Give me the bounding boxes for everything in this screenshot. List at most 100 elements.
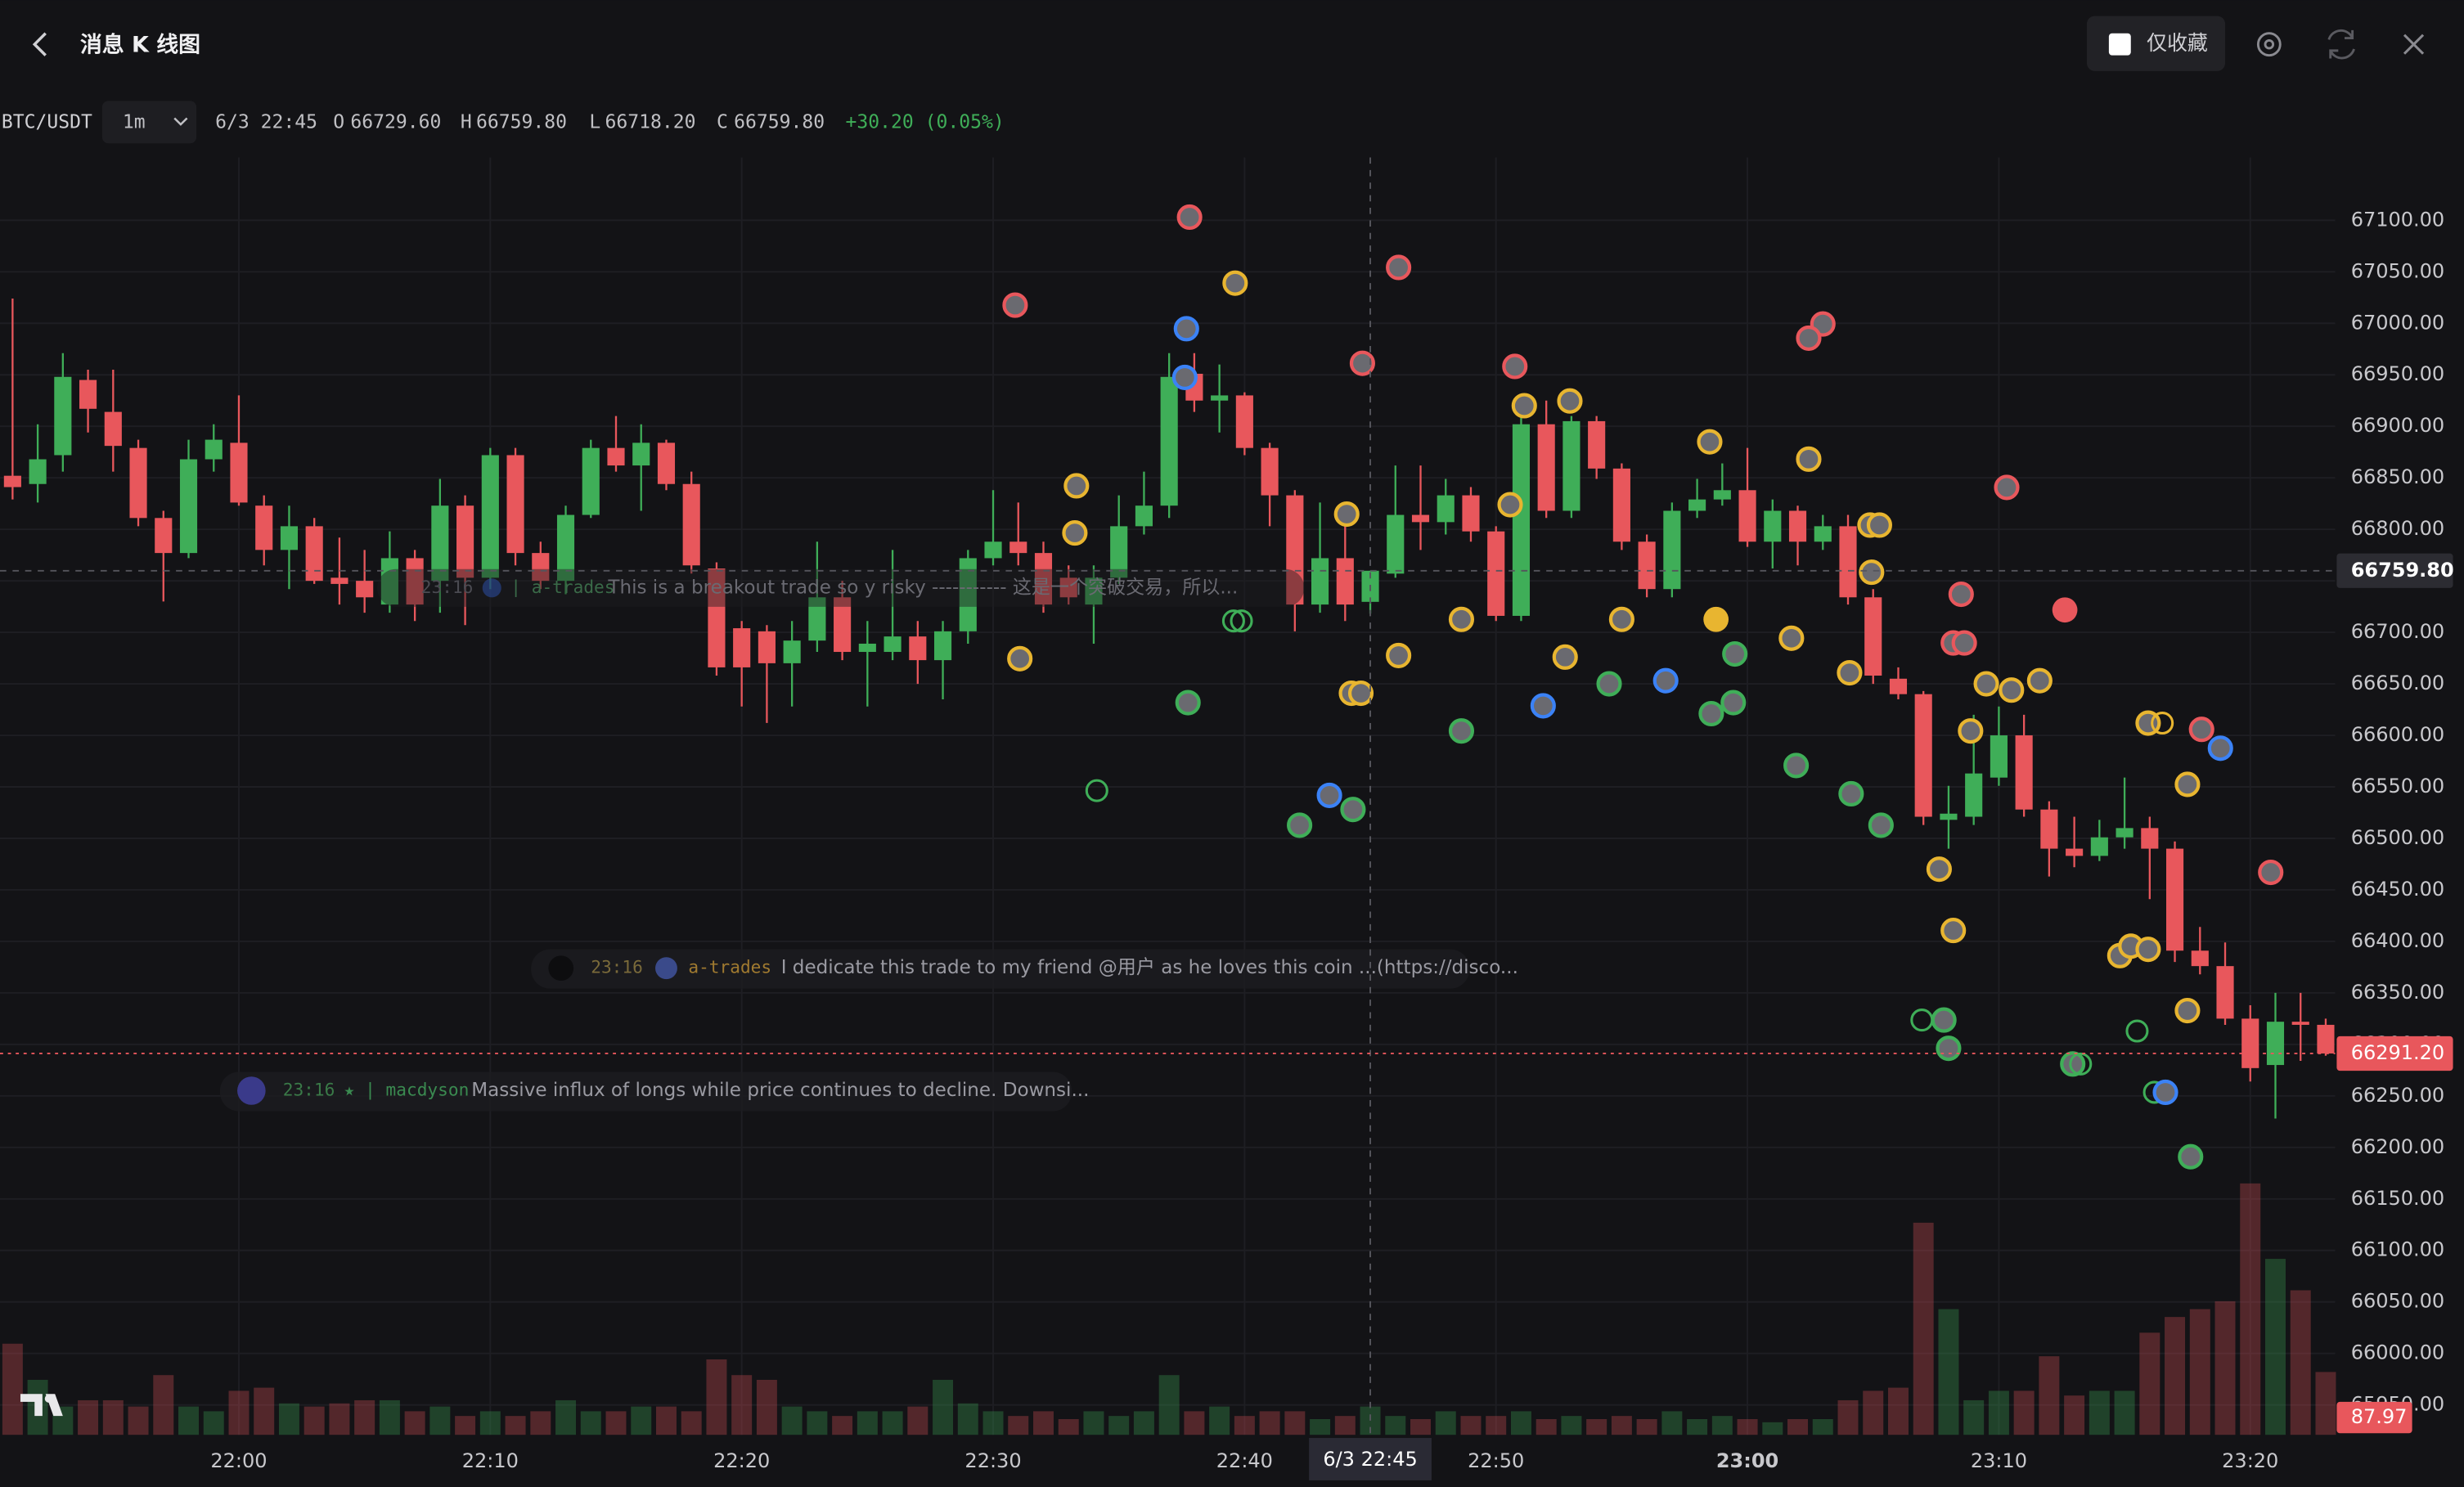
message-marker[interactable] [1340,797,1366,823]
message-marker[interactable] [1698,700,1724,727]
refresh-button[interactable] [2327,29,2355,60]
message-marker[interactable] [1926,856,1952,883]
message-marker[interactable] [1868,812,1894,838]
message-marker[interactable] [1596,671,1622,697]
message-marker[interactable] [2026,667,2053,694]
message-marker[interactable] [1386,642,1412,668]
candle-body [1864,597,1882,676]
message-marker[interactable] [2135,937,2161,963]
message-marker[interactable] [2125,1019,2149,1043]
message-marker[interactable] [1085,779,1108,802]
candle-body [1085,577,1103,605]
message-marker[interactable] [1931,1007,1957,1033]
message-marker[interactable] [1837,659,1863,686]
message-marker[interactable] [1349,350,1375,376]
message-marker[interactable] [1002,292,1028,318]
candle-body [179,459,198,554]
message-marker[interactable] [1062,520,1088,546]
message-marker[interactable] [1347,680,1374,707]
message-marker[interactable] [2178,1143,2204,1170]
message-marker[interactable] [2188,717,2214,743]
message-marker[interactable] [1720,690,1747,716]
message-marker[interactable] [2207,735,2233,761]
message-marker[interactable] [1608,606,1634,632]
message-bubble[interactable] [377,568,1305,607]
message-marker[interactable] [1973,671,1999,697]
message-marker[interactable] [2151,712,2174,735]
message-marker[interactable] [1703,606,1729,632]
volume-bar [1385,1416,1406,1435]
message-marker[interactable] [1951,630,1977,656]
message-marker[interactable] [1652,667,1679,694]
message-marker[interactable] [1448,606,1475,632]
message-marker[interactable] [1173,316,1199,342]
message-marker[interactable] [1386,254,1412,281]
message-marker[interactable] [1778,625,1805,651]
volume-bar [1284,1411,1306,1435]
message-marker[interactable] [1007,645,1033,672]
back-button[interactable] [32,32,47,56]
message-marker[interactable] [1994,474,2020,501]
message-bubble[interactable] [219,1071,1072,1112]
message-marker[interactable] [2069,1052,2093,1076]
message-marker[interactable] [1783,752,1810,779]
message-marker[interactable] [1722,640,1748,667]
message-marker[interactable] [1316,782,1342,808]
volume-bar [1008,1416,1029,1435]
message-marker[interactable] [1859,559,1885,586]
message-marker[interactable] [1222,270,1248,296]
message-marker[interactable] [1175,690,1201,716]
volume-pane [2,1183,2336,1435]
volume-bar [857,1411,878,1435]
message-marker[interactable] [1221,609,1245,633]
candle-body [708,568,726,667]
candle-body [1411,514,1430,523]
message-marker[interactable] [1697,429,1723,455]
candle-body [2040,809,2058,849]
message-marker[interactable] [1838,780,1864,807]
message-marker[interactable] [2152,1079,2178,1106]
message-marker[interactable] [1063,473,1090,499]
message-marker[interactable] [1502,353,1528,380]
close-button[interactable] [2403,34,2425,55]
message-marker[interactable] [1796,446,1822,472]
favorites-toggle[interactable] [2086,16,2226,71]
message-marker[interactable] [2052,597,2078,623]
message-marker[interactable] [1171,364,1198,390]
message-marker[interactable] [1796,325,1822,351]
message-marker[interactable] [2174,997,2201,1024]
y-tick-label: 66450.00 [2351,878,2445,901]
message-marker[interactable] [1497,492,1523,518]
candle-body [758,631,776,663]
message-marker[interactable] [1936,1036,1962,1062]
candle-body [431,505,449,582]
message-marker[interactable] [1999,677,2025,703]
volume-bar [2265,1259,2286,1435]
message-marker[interactable] [2060,1051,2086,1077]
message-marker[interactable] [1948,581,1974,608]
message-marker[interactable] [1530,693,1556,719]
message-marker[interactable] [1333,501,1360,528]
message-user: | a-trades [510,577,614,598]
message-marker[interactable] [1287,812,1313,838]
message-marker[interactable] [1176,204,1203,231]
checkbox[interactable] [2108,33,2131,56]
message-marker[interactable] [1230,609,1253,633]
volume-bar [655,1406,677,1435]
message-bubble[interactable] [531,949,1470,989]
x-tick-label: 22:40 [1216,1449,1273,1472]
message-marker[interactable] [1511,393,1537,419]
interval-select[interactable] [101,101,197,144]
message-marker[interactable] [1557,388,1583,414]
settings-button[interactable] [2256,32,2282,57]
message-marker[interactable] [1866,512,1892,538]
volume-bar [1510,1411,1531,1435]
message-marker[interactable] [1958,718,1984,744]
message-marker[interactable] [1448,718,1475,744]
message-marker[interactable] [1940,918,1967,944]
candle-body [582,447,600,515]
message-marker[interactable] [2258,859,2284,886]
message-avatar [482,578,501,598]
message-marker[interactable] [1552,644,1578,670]
message-marker[interactable] [2174,771,2201,797]
